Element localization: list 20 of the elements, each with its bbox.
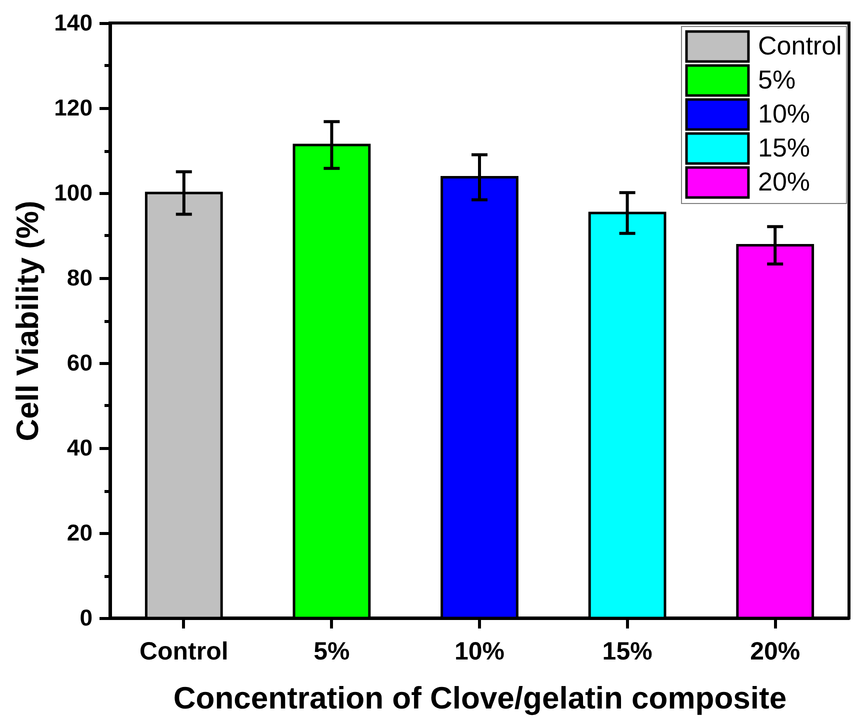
x-tick-label: Control	[139, 638, 228, 666]
legend-label: 10%	[758, 98, 810, 128]
x-tick-label: 15%	[602, 638, 652, 666]
y-tick-label: 80	[66, 264, 92, 290]
x-tick-label: 5%	[314, 638, 350, 666]
y-tick-label: 60	[66, 350, 92, 376]
y-tick-label: 120	[54, 94, 92, 120]
x-tick-label: 20%	[750, 638, 800, 666]
legend-label: 15%	[758, 132, 810, 162]
y-axis-title: Cell Viability (%)	[10, 200, 46, 442]
legend-label: Control	[758, 30, 842, 60]
x-tick-label: 10%	[454, 638, 505, 666]
y-tick-label: 40	[66, 434, 92, 460]
legend-label: 5%	[758, 64, 796, 94]
x-axis-title: Concentration of Clove/gelatin composite	[173, 680, 787, 716]
y-tick-label: 140	[54, 10, 92, 36]
y-tick-label: 20	[66, 520, 92, 546]
legend-label: 20%	[758, 166, 810, 196]
y-tick-label: 0	[80, 604, 92, 630]
y-tick-label: 100	[54, 180, 92, 206]
